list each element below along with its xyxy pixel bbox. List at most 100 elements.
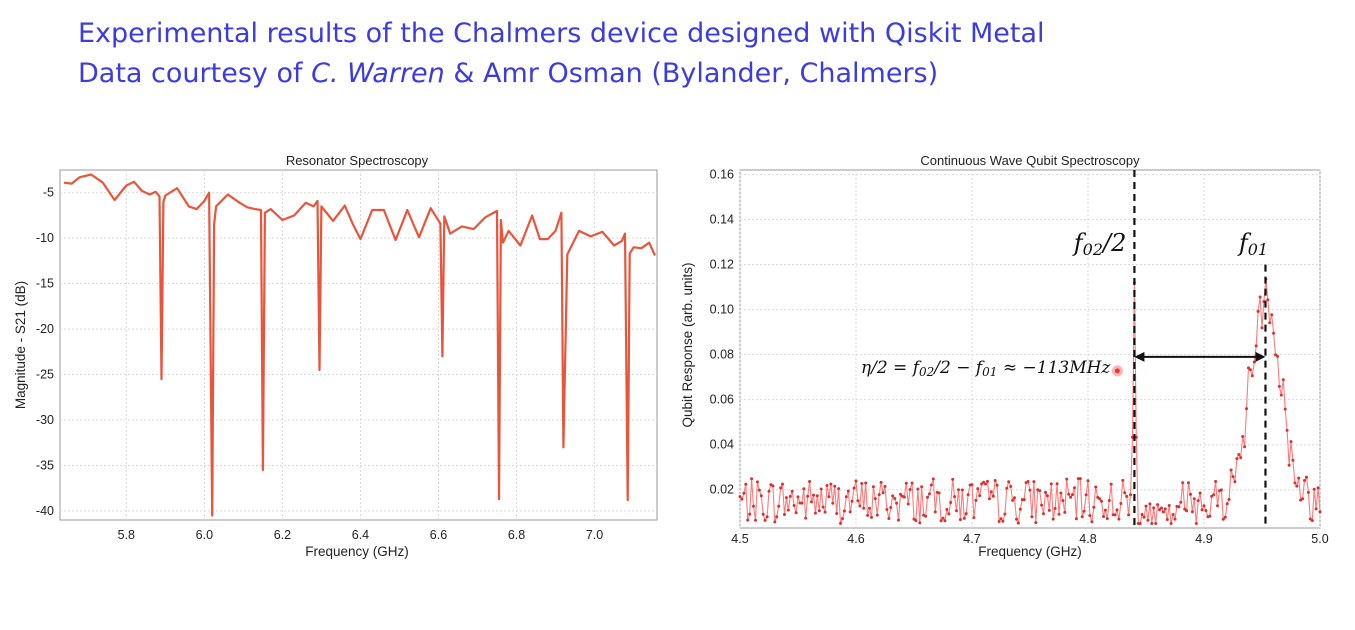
data-point	[966, 493, 970, 497]
data-point	[947, 512, 951, 516]
data-point	[1100, 499, 1103, 503]
data-point	[1171, 513, 1175, 516]
data-point	[1161, 510, 1165, 514]
data-point	[1115, 508, 1119, 512]
data-point	[831, 501, 835, 505]
data-point	[1102, 515, 1105, 518]
y-tick-label: -10	[36, 231, 54, 245]
data-point	[1305, 475, 1308, 479]
data-point	[1032, 480, 1036, 484]
data-point	[1316, 486, 1320, 490]
data-point	[852, 486, 856, 490]
data-point	[773, 520, 777, 524]
data-point	[1216, 504, 1219, 508]
data-point	[1094, 485, 1098, 489]
title-line-1: Experimental results of the Chalmers dev…	[78, 18, 1045, 49]
data-point	[1144, 504, 1148, 508]
x-tick-label: 5.0	[1311, 532, 1328, 546]
data-point	[1042, 512, 1045, 516]
data-point	[1293, 481, 1297, 485]
data-point	[1022, 498, 1026, 502]
data-point	[777, 504, 781, 508]
data-point	[842, 509, 846, 513]
data-point	[1123, 491, 1127, 495]
x-tick-label: 4.5	[731, 532, 748, 546]
data-point	[750, 477, 754, 481]
data-point	[993, 479, 997, 482]
data-point	[1285, 428, 1289, 432]
data-point	[962, 516, 966, 520]
data-point	[1063, 510, 1067, 514]
data-point	[928, 492, 931, 496]
data-point	[1028, 488, 1032, 492]
data-point	[742, 491, 746, 495]
x-tick-label: 6.8	[508, 528, 525, 542]
data-point	[1187, 481, 1190, 485]
data-point	[813, 511, 817, 515]
data-point	[806, 494, 810, 498]
data-point	[1146, 518, 1150, 522]
data-point	[1049, 482, 1053, 486]
x-tick-label: 7.0	[586, 528, 603, 542]
data-point	[918, 521, 922, 525]
data-point	[854, 479, 858, 483]
data-point	[1015, 517, 1018, 521]
data-point	[1073, 486, 1076, 490]
data-point	[1003, 512, 1007, 516]
data-point	[1268, 321, 1272, 325]
anno-part-1: η/2 = f	[861, 358, 922, 378]
y-tick-label: 0.02	[710, 483, 734, 497]
data-point	[1065, 477, 1069, 481]
data-point	[976, 487, 980, 491]
data-point	[1154, 522, 1158, 525]
data-point	[1071, 493, 1074, 497]
resonator-plot-area	[59, 169, 658, 521]
data-point	[1061, 499, 1065, 503]
data-point	[1225, 502, 1229, 506]
qubit-series-points	[738, 277, 1322, 525]
data-point	[1158, 508, 1161, 512]
data-point	[1235, 457, 1239, 461]
x-tick-label: 4.6	[847, 532, 864, 546]
data-point	[1202, 504, 1206, 508]
data-point	[800, 501, 804, 505]
data-point	[784, 496, 788, 500]
data-point	[1297, 476, 1301, 480]
data-point	[792, 504, 796, 507]
data-point	[808, 480, 812, 483]
data-point	[1279, 393, 1283, 397]
data-point	[837, 487, 841, 491]
f02-half-label-sub: 02	[1083, 240, 1103, 259]
slide-title: Experimental results of the Chalmers dev…	[78, 14, 1045, 94]
data-point	[879, 480, 883, 484]
data-point	[746, 518, 750, 522]
data-point	[815, 494, 819, 498]
data-point	[881, 491, 885, 495]
data-point	[1026, 480, 1030, 483]
data-point	[821, 505, 825, 509]
data-point	[899, 492, 902, 496]
data-point	[866, 513, 870, 517]
data-point	[819, 487, 823, 491]
data-point	[1308, 517, 1312, 521]
data-point	[949, 501, 953, 504]
data-point	[908, 488, 912, 491]
data-point	[1001, 519, 1005, 523]
data-point	[1134, 435, 1138, 439]
x-tick-label: 4.9	[1195, 532, 1212, 546]
data-point	[841, 517, 844, 521]
data-point	[740, 497, 744, 501]
data-point	[1080, 515, 1084, 519]
data-point	[1247, 366, 1250, 370]
data-point	[1254, 344, 1258, 348]
data-point	[1152, 506, 1156, 510]
data-point	[1051, 517, 1055, 521]
data-point	[871, 485, 875, 489]
data-point	[1303, 479, 1306, 482]
data-point	[1148, 502, 1152, 506]
data-point	[1245, 407, 1248, 411]
data-point	[1194, 522, 1198, 525]
data-point	[937, 491, 941, 495]
data-point	[1055, 482, 1059, 486]
resonator-y-axis-label: Magnitude - S21 (dB)	[13, 281, 28, 409]
